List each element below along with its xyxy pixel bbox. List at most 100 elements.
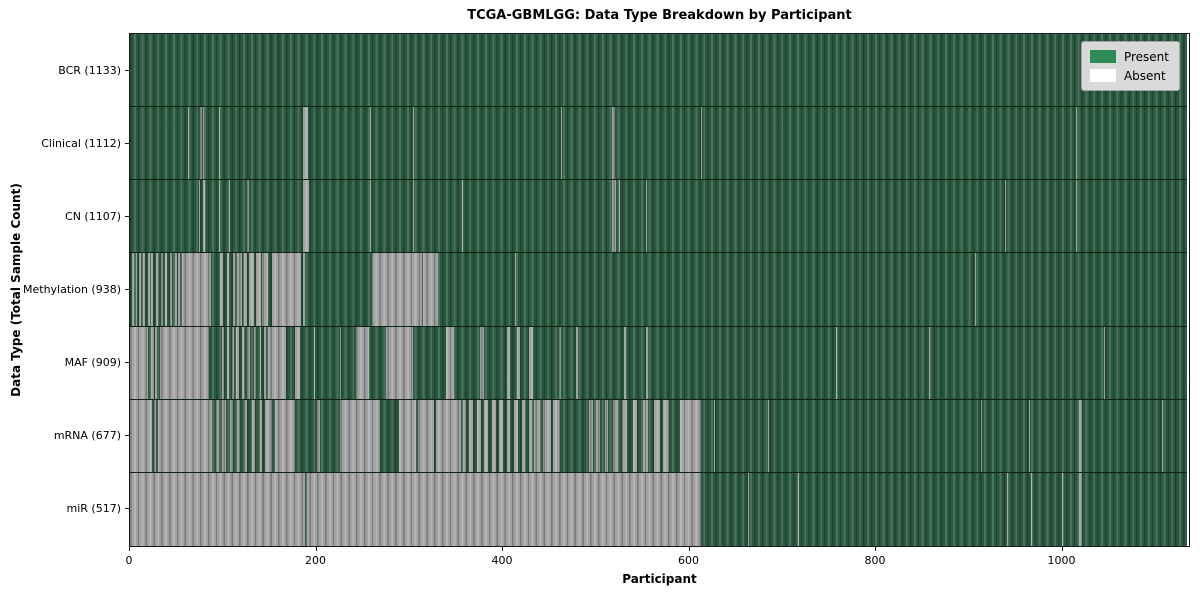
absent-run <box>174 253 177 326</box>
absent-run <box>506 326 510 399</box>
absent-run <box>422 253 438 326</box>
absent-run <box>222 399 227 472</box>
x-axis-title: Participant <box>622 572 697 586</box>
absent-run <box>339 399 380 472</box>
absent-run <box>412 107 414 180</box>
bar-edge-texture <box>130 107 1187 180</box>
absent-run <box>264 326 267 399</box>
x-tick-label-800: 800 <box>864 554 886 567</box>
absent-run <box>1004 180 1006 253</box>
absent-run <box>231 326 234 399</box>
absent-run <box>202 107 204 180</box>
legend: Present Absent <box>1080 41 1180 91</box>
absent-run <box>974 253 976 326</box>
absent-run <box>130 326 148 399</box>
absent-run <box>268 326 286 399</box>
absent-run <box>596 399 600 472</box>
absent-run <box>663 399 669 472</box>
absent-run <box>484 399 489 472</box>
absent-run <box>369 107 371 180</box>
absent-run <box>247 326 251 399</box>
chart-title: TCGA-GBMLGG: Data Type Breakdown by Part… <box>467 8 852 23</box>
absent-run <box>533 399 541 472</box>
absent-run <box>515 253 517 326</box>
absent-run <box>247 180 250 253</box>
absent-run <box>491 399 496 472</box>
absent-run <box>618 180 620 253</box>
absent-run <box>160 253 163 326</box>
absent-run <box>418 399 434 472</box>
absent-run <box>1076 107 1078 180</box>
absent-run <box>654 399 660 472</box>
matrix-row-methylation <box>130 253 1187 327</box>
absent-run <box>236 326 240 399</box>
absent-run <box>797 472 799 546</box>
absent-run <box>369 180 371 253</box>
y-tick-mark <box>125 362 129 364</box>
absent-run <box>254 326 256 399</box>
absent-run <box>265 399 272 472</box>
y-tick-label-mir: miR (517) <box>66 502 122 516</box>
absent-run <box>131 253 134 326</box>
legend-swatch-absent <box>1089 69 1116 82</box>
absent-run <box>355 326 369 399</box>
absent-run <box>1076 180 1078 253</box>
absent-run <box>1061 472 1063 546</box>
x-tick-mark <box>502 547 503 551</box>
absent-run <box>159 326 210 399</box>
absent-run <box>613 399 618 472</box>
absent-run <box>1103 326 1105 399</box>
matrix-row-mrna <box>130 399 1187 473</box>
x-tick-label-400: 400 <box>491 554 513 567</box>
legend-label: Present <box>1123 49 1169 64</box>
absent-run <box>244 399 248 472</box>
absent-run <box>135 253 138 326</box>
absent-run <box>506 399 511 472</box>
y-tick-label-clinical: Clinical (1112) <box>41 136 121 150</box>
absent-run <box>215 399 219 472</box>
absent-run <box>295 326 300 399</box>
absent-run <box>155 326 158 399</box>
y-tick-mark <box>125 215 129 217</box>
matrix-row-cn <box>130 180 1187 254</box>
absent-run <box>218 180 220 253</box>
absent-run <box>700 107 702 180</box>
y-tick-label-maf: MAF (909) <box>64 356 121 370</box>
bar-edge-texture <box>130 34 1187 107</box>
absent-run <box>446 326 454 399</box>
absent-run <box>372 253 422 326</box>
absent-run <box>182 253 212 326</box>
absent-run <box>150 326 155 399</box>
absent-run <box>237 253 242 326</box>
absent-run <box>462 399 466 472</box>
absent-run <box>199 107 202 180</box>
x-tick-label-200: 200 <box>305 554 326 567</box>
absent-run <box>339 326 341 399</box>
matrix-row-mir <box>130 472 1187 546</box>
y-tick-mark <box>125 435 129 437</box>
absent-run <box>399 399 417 472</box>
absent-run <box>553 399 560 472</box>
absent-run <box>1030 472 1032 546</box>
absent-run <box>612 180 616 253</box>
absent-run <box>241 326 244 399</box>
x-tick-mark <box>1061 547 1063 551</box>
matrix-row-clinical <box>130 107 1187 181</box>
absent-run <box>529 399 532 472</box>
plot-area: Present Absent <box>129 33 1190 547</box>
absent-run <box>170 253 172 326</box>
absent-run <box>307 472 701 546</box>
absent-run <box>748 472 750 546</box>
absent-run <box>154 399 157 472</box>
absent-run <box>255 253 261 326</box>
absent-run <box>680 399 701 472</box>
absent-run <box>929 326 931 399</box>
absent-run <box>1162 399 1164 472</box>
absent-run <box>386 326 414 399</box>
x-tick-label-1000: 1000 <box>1047 554 1076 567</box>
absent-run <box>262 253 268 326</box>
absent-run <box>252 399 255 472</box>
absent-run <box>220 253 224 326</box>
absent-run <box>645 180 647 253</box>
absent-run <box>461 180 463 253</box>
